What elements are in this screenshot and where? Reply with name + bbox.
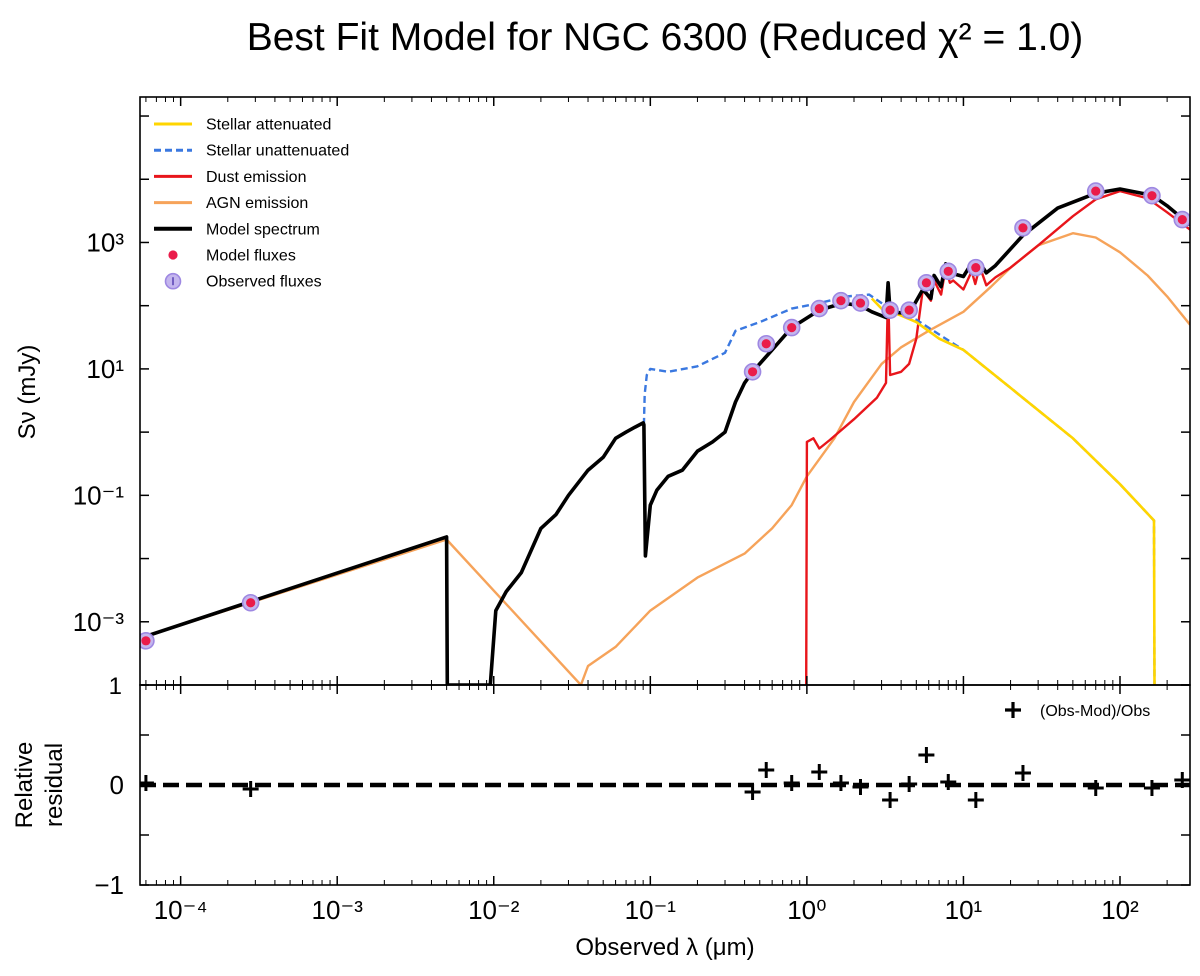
model-flux-point-7 xyxy=(855,298,866,308)
series-stellar-unattenuated xyxy=(642,293,1156,685)
bottom-y-axis-label-line2: residual xyxy=(41,743,68,827)
residual-legend: (Obs-Mod)/Obs xyxy=(1005,702,1150,720)
residual-point-6 xyxy=(832,775,849,791)
model-flux-point-6 xyxy=(836,296,846,306)
x-tick-label-3: 10⁻¹ xyxy=(625,895,677,925)
model-flux-point-1 xyxy=(246,598,256,608)
model-flux-point-10 xyxy=(921,278,931,288)
model-flux-point-0 xyxy=(141,636,151,646)
residual-point-11 xyxy=(940,774,957,790)
y-tick-label-top-0: 10⁻³ xyxy=(73,607,125,637)
residual-point-2 xyxy=(744,784,761,800)
legend-swatch-model-fluxes xyxy=(168,250,178,260)
model-flux-point-12 xyxy=(971,263,981,273)
y-tick-label-top-3: 10³ xyxy=(86,227,124,257)
x-axis-label: Observed λ (μm) xyxy=(575,934,754,961)
residual-point-1 xyxy=(242,781,259,797)
model-flux-point-16 xyxy=(1177,215,1187,225)
chart-title: Best Fit Model for NGC 6300 (Reduced χ² … xyxy=(247,16,1084,59)
y-tick-label-top-2: 10¹ xyxy=(86,354,124,384)
top-y-axis-label: Sν (mJy) xyxy=(14,345,41,440)
residual-point-5 xyxy=(811,764,828,780)
y-tick-label-top-1: 10⁻¹ xyxy=(73,480,125,510)
top-bottom-tick-label: 1 xyxy=(109,673,122,700)
residual-point-7 xyxy=(852,779,869,795)
residual-point-12 xyxy=(967,792,984,808)
legend-label-agn-emission: AGN emission xyxy=(206,195,308,212)
model-flux-point-15 xyxy=(1147,191,1157,201)
residual-point-8 xyxy=(882,792,899,808)
model-flux-point-4 xyxy=(787,323,797,333)
top-panel-markers xyxy=(140,182,1190,650)
residual-point-15 xyxy=(1143,780,1160,796)
residual-legend-label: (Obs-Mod)/Obs xyxy=(1040,703,1150,720)
x-tick-label-5: 10¹ xyxy=(945,895,983,925)
series-agn-emission xyxy=(140,232,1190,685)
model-flux-point-13 xyxy=(1018,223,1028,233)
legend-label-model-fluxes: Model fluxes xyxy=(206,248,296,265)
legend-label-model-spectrum: Model spectrum xyxy=(206,221,320,238)
model-flux-point-11 xyxy=(943,266,953,276)
bottom-panel-frame xyxy=(139,684,1191,886)
bottom-panel-content xyxy=(140,747,1190,808)
series-model-spectrum xyxy=(140,187,1190,685)
model-flux-point-8 xyxy=(885,305,895,315)
legend-label-stellar-attenuated: Stellar attenuated xyxy=(206,117,331,134)
residual-point-4 xyxy=(783,775,800,791)
residual-point-13 xyxy=(1014,765,1031,781)
residual-point-9 xyxy=(901,776,918,792)
legend-label-observed-fluxes: Observed fluxes xyxy=(206,274,322,291)
axis-ticks: 10⁻⁴ 10⁻³ 10⁻² 10⁻¹ 10⁰ 10¹ 10² 10⁻³ 10⁻¹ 10¹ 10³ 0… xyxy=(73,97,1190,925)
model-flux-point-2 xyxy=(747,367,758,377)
model-flux-point-3 xyxy=(761,339,771,349)
x-tick-label-0: 10⁻⁴ xyxy=(154,895,208,925)
model-flux-point-14 xyxy=(1091,186,1101,196)
y-tick-label-bottom-1: −1 xyxy=(94,870,124,900)
residual-point-3 xyxy=(758,762,775,778)
model-flux-point-5 xyxy=(814,303,824,314)
legend-label-dust-emission: Dust emission xyxy=(206,169,306,186)
x-tick-label-4: 10⁰ xyxy=(787,895,826,925)
bottom-y-axis-label-line1: Relative xyxy=(11,742,38,829)
model-flux-point-9 xyxy=(904,305,914,315)
x-tick-label-2: 10⁻² xyxy=(468,895,520,925)
x-tick-label-1: 10⁻³ xyxy=(312,895,364,925)
residual-point-10 xyxy=(918,747,935,763)
y-tick-label-bottom-0: 0 xyxy=(110,770,124,800)
x-tick-label-6: 10² xyxy=(1101,895,1139,925)
top-panel-series xyxy=(140,187,1190,685)
bottom-y-axis-label: Relative residual xyxy=(11,742,68,829)
residual-point-14 xyxy=(1087,780,1104,796)
legend: Stellar attenuated Stellar unattenuated Du… xyxy=(154,117,349,291)
residual-legend-marker xyxy=(1005,702,1021,718)
legend-label-stellar-unattenuated: Stellar unattenuated xyxy=(206,143,349,160)
series-stellar-attenuated xyxy=(870,297,1156,685)
